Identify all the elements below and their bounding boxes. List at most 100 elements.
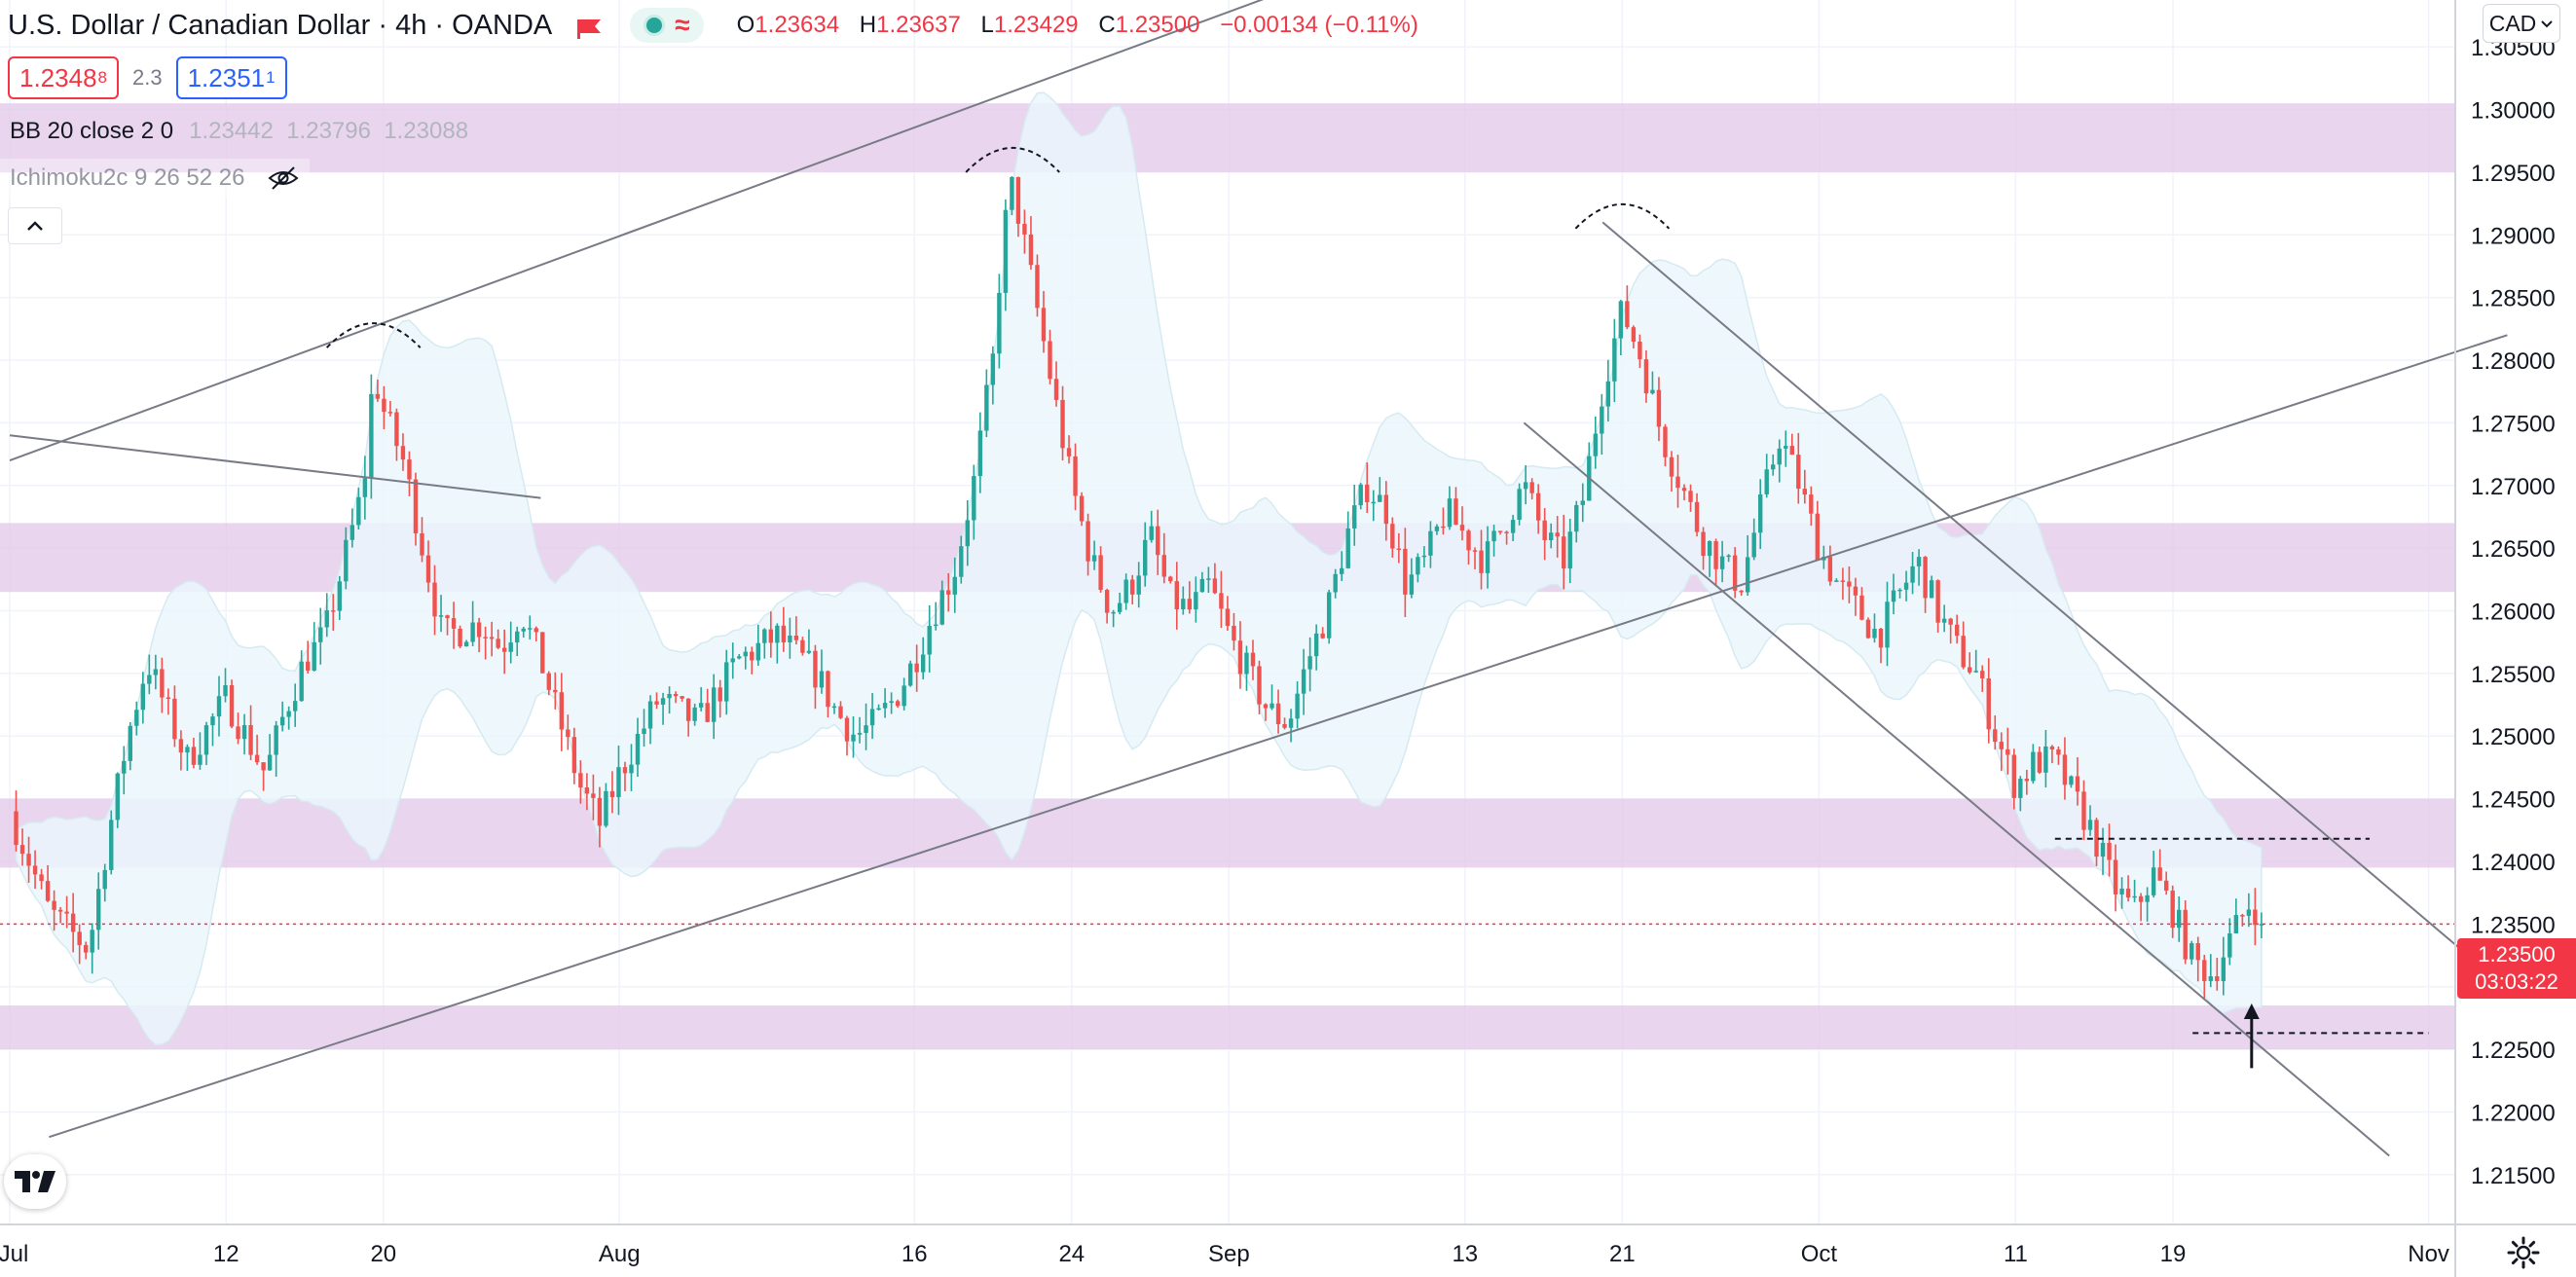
candle-body: [1250, 652, 1256, 667]
candle-body: [1663, 426, 1668, 457]
sell-button[interactable]: 1.2348 8: [8, 56, 119, 99]
eye-off-icon[interactable]: [267, 165, 300, 191]
candle-body: [438, 615, 444, 617]
candle-body: [1517, 489, 1522, 521]
candle-body: [1555, 532, 1560, 537]
candle-body: [553, 689, 558, 693]
candle-body: [1275, 703, 1281, 725]
candle-body: [965, 520, 970, 547]
gear-icon[interactable]: [2502, 1231, 2545, 1274]
candle-body: [730, 658, 735, 663]
candle-body: [1447, 498, 1453, 528]
candle-body: [1383, 494, 1389, 525]
trendline: [1523, 421, 2390, 1157]
candle-body: [622, 767, 628, 774]
candle-body: [692, 707, 697, 721]
candle-body: [1726, 555, 1731, 558]
sell-price: 1.2348: [19, 62, 97, 92]
price-tick-label: 1.25000: [2471, 724, 2556, 750]
candle-body: [1416, 557, 1420, 575]
candle-body: [64, 911, 69, 914]
candle-body: [1789, 446, 1794, 456]
candle-body: [889, 701, 894, 704]
candle-body: [1897, 589, 1902, 592]
candle-body: [1929, 580, 1934, 599]
candle-body: [387, 412, 393, 414]
candle-body: [2006, 748, 2010, 755]
bollinger-legend[interactable]: BB 20 close 2 0 1.23442 1.23796 1.23088: [0, 112, 478, 151]
candle-body: [1079, 495, 1085, 522]
currency-button[interactable]: CAD: [2483, 4, 2560, 43]
candle-body: [458, 628, 462, 647]
candle-body: [178, 739, 184, 753]
candle-body: [616, 767, 621, 798]
candle-body: [501, 647, 507, 652]
candle-body: [1454, 498, 1458, 526]
candle-body: [236, 726, 240, 740]
candle-body: [2069, 776, 2074, 785]
candle-body: [375, 393, 381, 399]
buy-price: 1.2351: [187, 62, 266, 92]
candle-body: [1885, 602, 1890, 648]
candle-body: [1764, 469, 1769, 494]
time-tick-label: 24: [1058, 1241, 1085, 1267]
candle-body: [844, 717, 850, 742]
collapse-legend-button[interactable]: [8, 207, 62, 244]
price-zone: [0, 1005, 2455, 1050]
candle-body: [32, 865, 38, 875]
candle-body: [483, 637, 488, 638]
candle-body: [788, 636, 792, 642]
candle-body: [1802, 489, 1808, 495]
candle-body: [635, 734, 641, 765]
candle-body: [1390, 524, 1395, 549]
candle-body: [1504, 531, 1509, 534]
candle-body: [382, 398, 386, 413]
candle-body: [1345, 528, 1350, 568]
candle-body: [1333, 573, 1338, 593]
time-tick-label: 20: [370, 1241, 396, 1267]
tradingview-logo-icon[interactable]: [4, 1154, 66, 1209]
candle-body: [1479, 550, 1484, 573]
candle-body: [1060, 399, 1065, 449]
candle-body: [2062, 754, 2068, 785]
candle-body: [39, 874, 44, 882]
ichimoku-legend[interactable]: Ichimoku2c 9 26 52 26: [0, 159, 310, 198]
candle-body: [1282, 724, 1287, 728]
flag-icon[interactable]: [575, 16, 603, 39]
candle-body: [425, 555, 431, 583]
price-tick-label: 1.26000: [2471, 600, 2556, 626]
candle-body: [1878, 628, 1884, 648]
candle-body: [654, 701, 659, 705]
market-status-pill[interactable]: ≈: [630, 8, 704, 43]
candle-body: [2227, 932, 2232, 958]
candle-body: [394, 412, 399, 447]
candle-body: [680, 696, 684, 699]
candle-body: [153, 669, 159, 675]
candle-body: [1206, 578, 1211, 580]
candles: [14, 176, 2264, 1001]
candle-body: [128, 725, 132, 761]
candle-body: [1403, 548, 1408, 595]
candle-body: [292, 701, 298, 711]
candle-body: [1041, 308, 1047, 342]
price-tick-label: 1.29000: [2471, 223, 2556, 249]
candle-body: [362, 478, 368, 497]
candle-body: [1574, 504, 1579, 532]
candle-body: [274, 725, 278, 755]
candle-body: [1600, 406, 1604, 434]
buy-button[interactable]: 1.2351 1: [175, 56, 287, 99]
candle-body: [1535, 493, 1541, 521]
candle-body: [660, 698, 666, 705]
candle-body: [864, 725, 868, 734]
symbol-title[interactable]: U.S. Dollar / Canadian Dollar · 4h · OAN…: [8, 9, 553, 41]
ohlc-open-label: O: [736, 12, 755, 38]
candle-body: [2037, 751, 2042, 773]
ohlc-open: 1.23634: [754, 12, 840, 38]
candle-body: [1694, 501, 1700, 532]
time-tick-label: 12: [213, 1241, 239, 1267]
candle-body: [1562, 536, 1566, 569]
candle-body: [1827, 557, 1833, 582]
price-tick-label: 1.26500: [2471, 536, 2556, 563]
candle-body: [1168, 576, 1173, 582]
